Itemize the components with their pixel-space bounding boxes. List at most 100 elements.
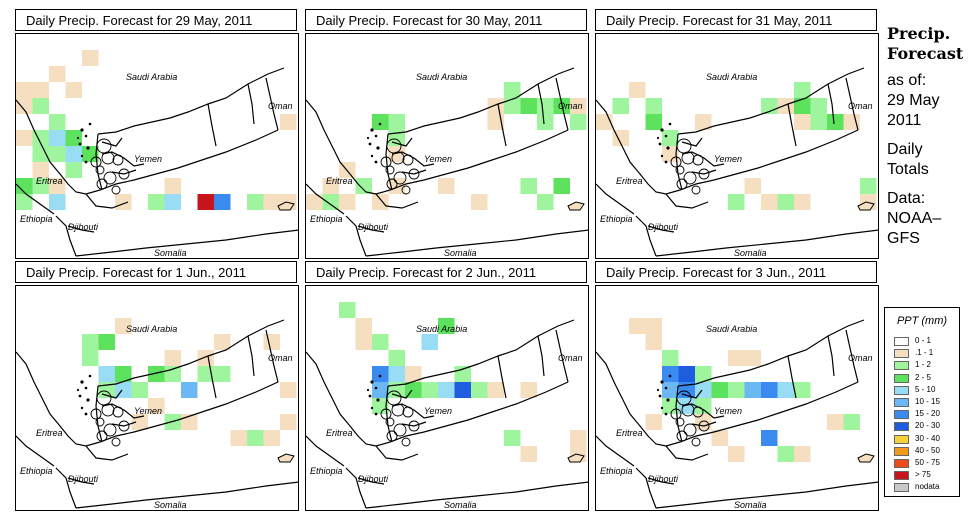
- precip-cell: [405, 366, 422, 382]
- island-marker: [84, 386, 88, 390]
- island-marker: [86, 146, 90, 150]
- ethiopia-label: Ethiopia: [20, 214, 53, 224]
- precip-cell: [537, 98, 554, 114]
- somalia-label: Somalia: [154, 248, 187, 258]
- border-line: [265, 329, 279, 383]
- island-marker: [660, 154, 664, 158]
- district-boundary: [118, 420, 130, 432]
- district-boundary: [698, 420, 710, 432]
- precip-cell: [115, 366, 132, 382]
- eritrea-label: Eritrea: [326, 428, 353, 438]
- data-source-line3: GFS: [887, 230, 920, 247]
- djibouti-label: Djibouti: [358, 222, 389, 232]
- district-boundary: [111, 185, 121, 195]
- precip-cell: [520, 382, 537, 398]
- border-line: [75, 229, 298, 257]
- border-line: [67, 477, 95, 485]
- precip-cell: [388, 146, 405, 162]
- djibouti-label: Djibouti: [648, 474, 679, 484]
- ethiopia-label: Ethiopia: [20, 466, 53, 476]
- precip-cell: [711, 382, 728, 398]
- forecast-map[interactable]: Saudi Arabia Oman Yemen Eritrea Ethiopia Djib…: [595, 33, 879, 259]
- border-line: [357, 225, 385, 233]
- precip-cell: [662, 382, 679, 398]
- saudi-arabia-label: Saudi Arabia: [706, 72, 757, 82]
- border-line: [401, 421, 427, 427]
- precip-cell: [16, 82, 33, 98]
- precip-cell: [16, 178, 33, 194]
- precip-cell: [421, 382, 438, 398]
- island-marker: [374, 412, 378, 416]
- precip-cell: [263, 194, 280, 210]
- precip-cell: [695, 114, 712, 130]
- somalia-label: Somalia: [154, 500, 187, 510]
- border-line: [391, 403, 435, 419]
- border-line: [677, 319, 865, 387]
- border-line: [16, 99, 279, 195]
- district-boundary: [101, 403, 115, 417]
- island-marker: [376, 146, 380, 150]
- island-marker: [374, 160, 378, 164]
- island-marker: [378, 122, 382, 126]
- precip-cell: [214, 366, 231, 382]
- asof-label: as of:: [887, 72, 927, 89]
- legend-label: 30 - 40: [915, 433, 940, 443]
- precip-cell: [645, 98, 662, 114]
- socotra-island: [277, 453, 295, 463]
- island-marker: [660, 128, 664, 132]
- district-boundary: [683, 423, 697, 437]
- district-boundary: [691, 437, 701, 447]
- border-line: [101, 151, 145, 167]
- precip-cell: [49, 114, 66, 130]
- legend-swatch: [894, 373, 909, 383]
- precip-cell: [454, 366, 471, 382]
- district-boundary: [698, 168, 710, 180]
- island-marker: [88, 122, 92, 126]
- legend-swatch: [894, 385, 909, 395]
- precip-cell: [645, 114, 662, 130]
- somalia-label: Somalia: [444, 248, 477, 258]
- border-line: [345, 467, 367, 509]
- precip-cell: [645, 414, 662, 430]
- border-line: [596, 183, 635, 215]
- forecast-map[interactable]: Saudi Arabia Oman Yemen Eritrea Ethiopia Djib…: [15, 285, 299, 511]
- island-marker: [86, 398, 90, 402]
- oman-label: Oman: [848, 101, 873, 111]
- district-boundary: [408, 168, 420, 180]
- border-line: [647, 225, 675, 233]
- eritrea-label: Eritrea: [616, 428, 643, 438]
- legend-label: 5 - 10: [915, 384, 936, 394]
- forecast-map[interactable]: Saudi Arabia Oman Yemen Eritrea Ethiopia Djib…: [305, 285, 589, 511]
- panel-title: Daily Precip. Forecast for 3 Jun., 2011: [595, 261, 877, 283]
- district-boundary: [380, 408, 392, 420]
- sidebar-title-line1: Precip.: [887, 24, 951, 43]
- precip-cell: [629, 82, 646, 98]
- precip-cell: [263, 334, 280, 350]
- precip-cell: [32, 162, 49, 178]
- precip-cell: [728, 350, 745, 366]
- precip-cell: [372, 398, 389, 414]
- district-boundary: [96, 430, 108, 442]
- district-boundary: [676, 178, 688, 190]
- border-line: [306, 351, 569, 447]
- precip-cell: [32, 82, 49, 98]
- district-boundary: [386, 430, 398, 442]
- island-marker: [368, 394, 372, 398]
- forecast-panel-2: Daily Precip. Forecast for 30 May, 2011 …: [305, 9, 589, 259]
- precip-cell: [98, 366, 115, 382]
- district-boundary: [90, 156, 102, 168]
- border-line: [85, 193, 129, 209]
- precip-cell: [322, 178, 339, 194]
- forecast-map[interactable]: Saudi Arabia Oman Yemen Eritrea Ethiopia Djib…: [595, 285, 879, 511]
- district-boundary: [676, 138, 692, 154]
- precip-cell: [794, 194, 811, 210]
- forecast-panel-5: Daily Precip. Forecast for 2 Jun., 2011 …: [305, 261, 589, 511]
- saudi-arabia-label: Saudi Arabia: [706, 324, 757, 334]
- island-marker: [668, 374, 672, 378]
- border-line: [681, 137, 703, 147]
- map-svg: Saudi Arabia Oman Yemen Eritrea Ethiopia Djib…: [306, 302, 588, 510]
- forecast-map[interactable]: Saudi Arabia Oman Yemen Eritrea Ethiopia Djib…: [305, 33, 589, 259]
- island-marker: [76, 136, 80, 140]
- saudi-arabia-label: Saudi Arabia: [126, 324, 177, 334]
- forecast-map[interactable]: Saudi Arabia Oman Yemen Eritrea Ethiopia Djib…: [15, 33, 299, 259]
